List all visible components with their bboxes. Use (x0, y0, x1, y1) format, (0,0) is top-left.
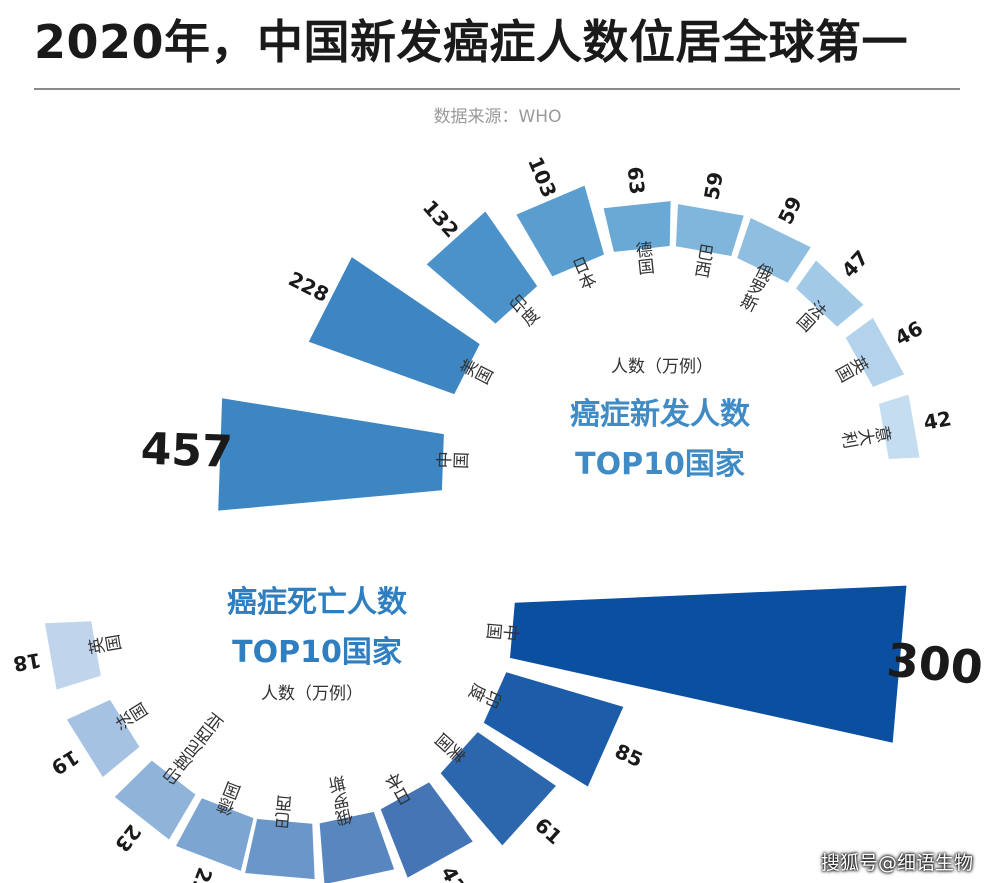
value-label-1-0: 300 (885, 633, 985, 695)
bar-1-0 (509, 585, 907, 743)
value-label-0-8: 46 (891, 316, 927, 350)
bar-1-7 (114, 760, 196, 840)
value-label-0-6: 59 (773, 193, 807, 229)
bar-0-0 (218, 398, 444, 511)
value-label-0-3: 103 (523, 153, 561, 201)
title-divider (34, 88, 960, 90)
bar-0-8 (845, 317, 905, 387)
watermark: 搜狐号@细语生物 (820, 852, 973, 874)
value-label-1-8: 19 (47, 745, 83, 780)
value-label-1-9: 18 (11, 648, 43, 676)
bar-0-2 (426, 211, 538, 324)
category-label-1-0: 中国 (485, 618, 521, 641)
value-label-0-5: 59 (699, 170, 727, 202)
bar-0-9 (878, 394, 920, 460)
category-label-1-4: 俄罗斯 (327, 772, 358, 827)
new-cases-subtitle: TOP10国家 (575, 447, 745, 482)
value-label-0-9: 42 (922, 406, 954, 434)
value-label-1-2: 61 (530, 813, 567, 849)
bar-1-6 (175, 798, 254, 871)
category-label-0-4: 德国 (631, 240, 655, 276)
value-label-0-0: 457 (140, 424, 234, 478)
bar-1-5 (245, 818, 315, 880)
bar-1-9 (44, 621, 101, 690)
category-label-0-3: 日本 (566, 254, 598, 293)
category-label-0-0: 中国 (435, 452, 470, 473)
bar-0-1 (308, 257, 480, 395)
category-label-0-9: 意大利 (840, 420, 894, 449)
bar-0-4 (603, 201, 671, 252)
value-label-0-7: 47 (837, 246, 874, 283)
value-label-1-3: 42 (436, 862, 470, 883)
category-label-1-5: 巴西 (274, 794, 297, 830)
new-cases-unit: 人数（万例） (611, 357, 713, 377)
value-label-1-6: 25 (185, 864, 217, 883)
bar-1-2 (440, 732, 556, 846)
value-label-1-1: 85 (611, 739, 646, 772)
category-label-0-1: 美国 (455, 356, 495, 390)
category-label-1-7: 印度尼西亚 (160, 710, 229, 790)
bar-0-7 (796, 260, 864, 327)
bar-1-8 (66, 699, 140, 778)
category-label-0-6: 俄罗斯 (734, 259, 775, 315)
category-label-1-6: 德国 (215, 780, 246, 819)
bar-0-5 (675, 204, 744, 257)
value-label-0-4: 63 (623, 165, 650, 195)
value-label-0-2: 132 (418, 195, 464, 242)
value-label-1-7: 23 (110, 820, 146, 857)
value-label-0-1: 228 (285, 267, 333, 307)
bar-1-4 (319, 811, 395, 883)
deaths-title: 癌症死亡人数 (227, 585, 408, 620)
deaths-unit: 人数（万例） (261, 684, 363, 704)
bar-1-1 (483, 672, 624, 787)
page-title: 2020年，中国新发癌症人数位居全球第一 (34, 15, 909, 69)
bar-1-3 (380, 782, 473, 878)
deaths-subtitle: TOP10国家 (232, 635, 402, 670)
new-cases-title: 癌症新发人数 (570, 397, 751, 432)
category-label-1-1: 印度 (467, 678, 506, 711)
data-source: 数据来源：WHO (433, 107, 562, 127)
bar-0-6 (737, 217, 811, 283)
bar-0-3 (516, 185, 605, 277)
